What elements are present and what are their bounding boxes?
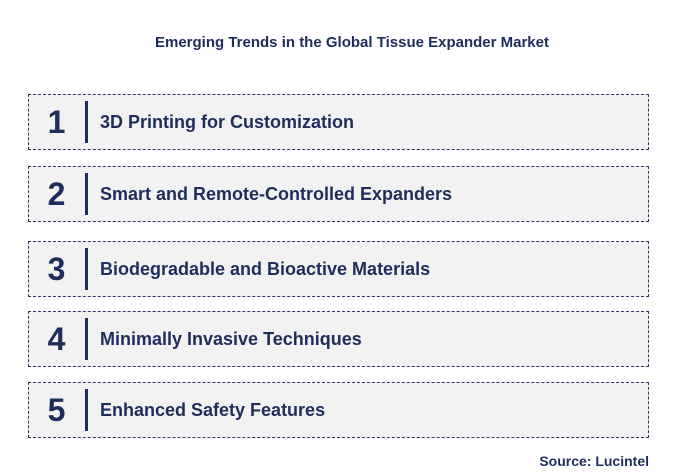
source-credit: Source: Lucintel [539,453,649,469]
trend-item-4: 4 Minimally Invasive Techniques [28,311,649,367]
divider [85,389,88,431]
trend-number: 4 [47,321,66,357]
trend-number: 2 [47,176,66,212]
trend-item-2: 2 Smart and Remote-Controlled Expanders [28,166,649,222]
divider [85,318,88,360]
trend-number: 3 [47,251,66,287]
trend-item-1: 1 3D Printing for Customization [28,94,649,150]
page-title: Emerging Trends in the Global Tissue Exp… [155,34,549,51]
divider [85,173,88,215]
trend-number: 5 [47,392,66,428]
trend-label: Enhanced Safety Features [100,400,326,420]
divider [85,101,88,143]
divider [85,248,88,290]
trend-number: 1 [47,104,66,140]
trend-label: Minimally Invasive Techniques [100,329,362,349]
trend-item-3: 3 Biodegradable and Bioactive Materials [28,241,649,297]
trend-label: Biodegradable and Bioactive Materials [100,259,431,279]
trend-item-5: 5 Enhanced Safety Features [28,382,649,438]
trend-label: Smart and Remote-Controlled Expanders [100,184,453,204]
trend-label: 3D Printing for Customization [100,112,354,132]
